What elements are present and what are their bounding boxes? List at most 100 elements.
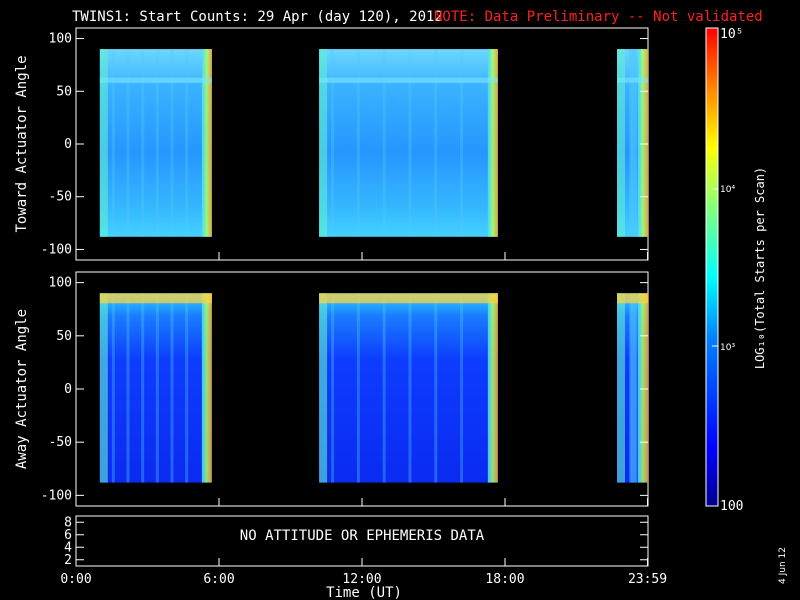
coverage-streak xyxy=(629,293,633,483)
x-tick-label: 6:00 xyxy=(203,572,234,587)
y-tick-label: 50 xyxy=(56,329,72,344)
y-tick-label: 0 xyxy=(64,382,72,397)
panel-toward: Toward Actuator Angle -100 -50 0 50 100 xyxy=(14,27,649,261)
x-tick-label: 12:00 xyxy=(342,572,381,587)
coverage-block xyxy=(319,293,498,483)
coverage-streak xyxy=(331,293,335,483)
no-attitude-message: NO ATTITUDE OR EPHEMERIS DATA xyxy=(240,528,485,544)
coverage-streak xyxy=(126,293,130,483)
coverage-streak xyxy=(356,293,360,483)
coverage-streak xyxy=(170,49,174,237)
panel-toward-data xyxy=(99,49,648,237)
coverage-streak xyxy=(126,49,130,237)
y-tick-label: -50 xyxy=(49,190,72,205)
coverage-streak xyxy=(633,49,637,237)
coverage-top-band xyxy=(319,293,498,304)
colorbar-tick-1e4: 10⁴ xyxy=(720,185,735,195)
date-stamp: 4 Jun 12 xyxy=(778,547,788,584)
coverage-band xyxy=(319,77,498,83)
coverage-streak xyxy=(460,293,464,483)
coverage-streak xyxy=(408,293,412,483)
x-tick-label: 23:59 xyxy=(628,572,667,587)
coverage-edge xyxy=(99,49,108,237)
x-axis-ticks: 0:00 6:00 12:00 18:00 23:59 xyxy=(60,252,667,587)
coverage-streak xyxy=(382,49,386,237)
coverage-streak xyxy=(155,293,159,483)
coverage-streak xyxy=(155,49,159,237)
panel-attitude-frame xyxy=(75,515,649,567)
colorbar: 100 10³ 10⁴ 10⁵ LOG₁₀(Total Starts per S… xyxy=(705,27,767,514)
coverage-edge xyxy=(617,49,626,237)
coverage-streak xyxy=(632,49,636,237)
y-tick-label: 0 xyxy=(64,137,72,152)
x-tick-label: 0:00 xyxy=(60,572,91,587)
coverage-streak xyxy=(141,293,145,483)
coverage-streak xyxy=(460,49,464,237)
panel-toward-ylabel: Toward Actuator Angle xyxy=(14,55,30,232)
coverage-streak xyxy=(111,49,115,237)
colorbar-tick-100: 100 xyxy=(720,499,743,514)
x-tick-label: 18:00 xyxy=(485,572,524,587)
coverage-streak xyxy=(629,49,633,237)
coverage-streak xyxy=(111,293,115,483)
coverage-band xyxy=(99,77,212,83)
coverage-streak xyxy=(185,293,189,483)
colorbar-tick-1e3: 10³ xyxy=(720,343,735,353)
panel-away-data xyxy=(99,293,648,483)
coverage-streak xyxy=(630,49,634,237)
coverage-streak xyxy=(185,49,189,237)
y-tick-label: 8 xyxy=(64,515,72,530)
coverage-streak xyxy=(408,49,412,237)
coverage-edge xyxy=(638,293,648,483)
coverage-streak xyxy=(382,293,386,483)
coverage-top-band xyxy=(617,293,648,304)
coverage-edge xyxy=(617,293,626,483)
y-tick-label: 100 xyxy=(49,32,72,47)
colorbar-gradient xyxy=(705,27,719,507)
y-tick-label: -50 xyxy=(49,435,72,450)
chart-title: TWINS1: Start Counts: 29 Apr (day 120), … xyxy=(72,9,443,25)
coverage-edge xyxy=(201,49,212,237)
y-tick-label: 50 xyxy=(56,84,72,99)
coverage-top-band xyxy=(99,293,212,304)
y-tick-label: -100 xyxy=(41,242,72,257)
coverage-streak xyxy=(434,49,438,237)
coverage-block xyxy=(99,293,212,483)
data-note: NOTE: Data Preliminary -- Not validated xyxy=(434,9,763,25)
panel-away-yticks: -100 -50 0 50 100 xyxy=(41,276,648,503)
coverage-edge xyxy=(487,293,498,483)
y-tick-label: -100 xyxy=(41,488,72,503)
coverage-streak xyxy=(631,49,635,237)
coverage-edge xyxy=(201,293,212,483)
panel-away: Away Actuator Angle -100 -50 0 50 100 xyxy=(14,271,649,507)
coverage-streak xyxy=(630,293,634,483)
y-tick-label: 2 xyxy=(64,553,72,568)
coverage-edge xyxy=(319,293,328,483)
coverage-streak xyxy=(633,293,637,483)
coverage-streak xyxy=(331,49,335,237)
panel-toward-yticks: -100 -50 0 50 100 xyxy=(41,32,648,257)
coverage-streak xyxy=(631,293,635,483)
coverage-edge xyxy=(99,293,108,483)
coverage-band xyxy=(617,77,648,83)
colorbar-tick-1e5: 10⁵ xyxy=(720,27,743,42)
coverage-streak xyxy=(632,293,636,483)
x-axis-label: Time (UT) xyxy=(326,585,402,600)
coverage-edge xyxy=(487,49,498,237)
coverage-streak xyxy=(434,293,438,483)
coverage-edge xyxy=(319,49,328,237)
y-tick-label: 4 xyxy=(64,540,72,555)
coverage-streak xyxy=(356,49,360,237)
coverage-streak xyxy=(634,49,638,237)
coverage-streak xyxy=(634,293,638,483)
coverage-streak xyxy=(170,293,174,483)
y-tick-label: 6 xyxy=(64,528,72,543)
coverage-edge xyxy=(638,49,648,237)
colorbar-label: LOG₁₀(Total Starts per Scan) xyxy=(753,167,767,369)
coverage-streak xyxy=(141,49,145,237)
y-tick-label: 100 xyxy=(49,276,72,291)
panel-away-ylabel: Away Actuator Angle xyxy=(14,309,30,469)
